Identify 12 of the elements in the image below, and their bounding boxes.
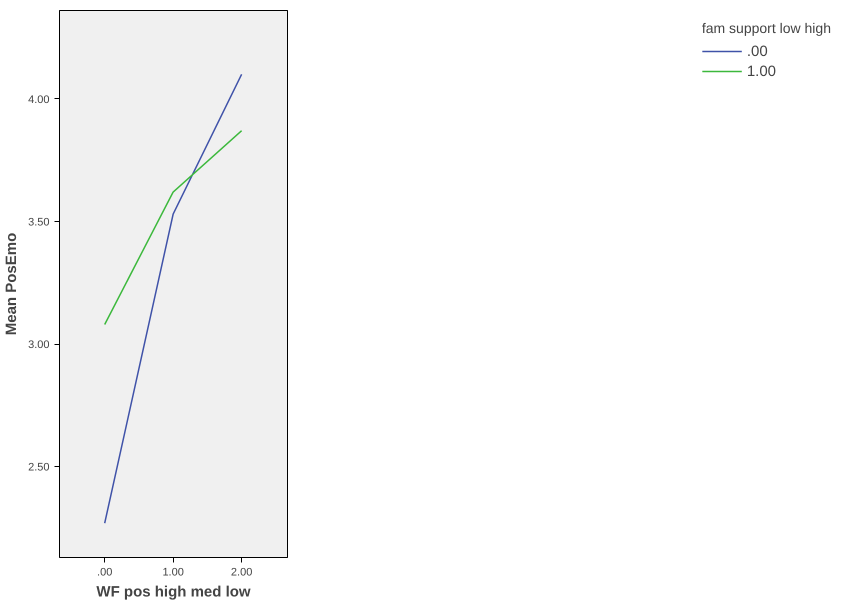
x-tick-label: 2.00 bbox=[230, 566, 252, 578]
y-tick-label: 2.50 bbox=[28, 462, 50, 474]
x-tick-label: 1.00 bbox=[162, 566, 184, 578]
legend-label: .00 bbox=[746, 42, 768, 60]
y-axis-title: Mean PosEmo bbox=[3, 232, 20, 336]
y-tick-label: 4.00 bbox=[28, 94, 50, 106]
x-tick-label: .00 bbox=[97, 566, 112, 578]
y-tick-label: 3.00 bbox=[28, 339, 50, 352]
legend-title: fam support low high bbox=[702, 20, 831, 36]
x-axis-title: WF pos high med low bbox=[96, 584, 251, 600]
y-tick-label: 3.50 bbox=[28, 216, 50, 228]
legend-label: 1.00 bbox=[746, 62, 776, 80]
